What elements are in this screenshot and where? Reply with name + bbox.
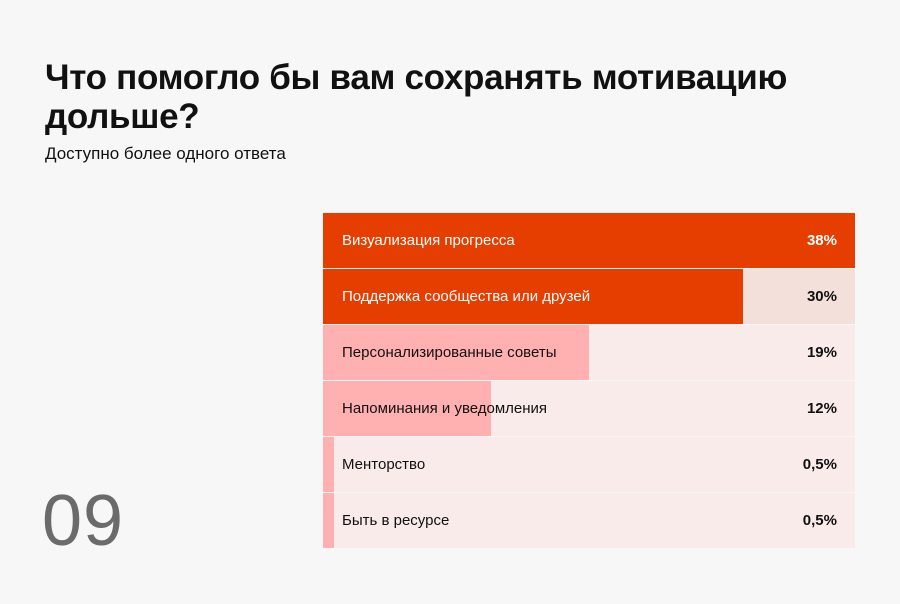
- bar: [323, 269, 743, 324]
- bar: [323, 381, 491, 436]
- bar-value-label: 19%: [806, 344, 837, 361]
- chart-subtitle: Доступно более одного ответа: [45, 144, 286, 163]
- bar-row: Напоминания и уведомления 12%: [323, 381, 855, 436]
- page-number: 09: [42, 481, 125, 561]
- bar-value-label: 38%: [806, 232, 837, 249]
- bar: [323, 437, 334, 492]
- bar-row: Поддержка сообщества или друзей 30%: [323, 269, 855, 324]
- bar-track: [323, 493, 855, 548]
- bar-category-label: Менторство: [342, 456, 426, 473]
- bar-track: [323, 437, 855, 492]
- bar-category-label: Персонализированные советы: [342, 344, 557, 361]
- bar: [323, 213, 855, 268]
- bar-row: Персонализированные советы 19%: [323, 325, 855, 380]
- bar-row: Визуализация прогресса 38%: [323, 213, 855, 268]
- bar: [323, 325, 589, 380]
- bar-value-label: 0,5%: [802, 512, 837, 529]
- bar-value-label: 30%: [806, 288, 837, 305]
- bar-value-label: 0,5%: [802, 456, 837, 473]
- bar-row: Быть в ресурсе 0,5%: [323, 493, 855, 548]
- bar-category-label: Напоминания и уведомления: [342, 400, 548, 417]
- bar-chart: Визуализация прогресса 38% Поддержка сообщ…: [323, 213, 855, 548]
- bar-row: Менторство 0,5%: [323, 437, 855, 492]
- chart-title: Что помогло бы вам сохранять мотивацию д…: [45, 58, 788, 136]
- bar: [323, 493, 334, 548]
- bar-value-label: 12%: [806, 400, 837, 417]
- bar-category-label: Визуализация прогресса: [342, 232, 515, 249]
- bar-category-label: Быть в ресурсе: [342, 512, 450, 529]
- bar-category-label: Поддержка сообщества или друзей: [342, 288, 591, 305]
